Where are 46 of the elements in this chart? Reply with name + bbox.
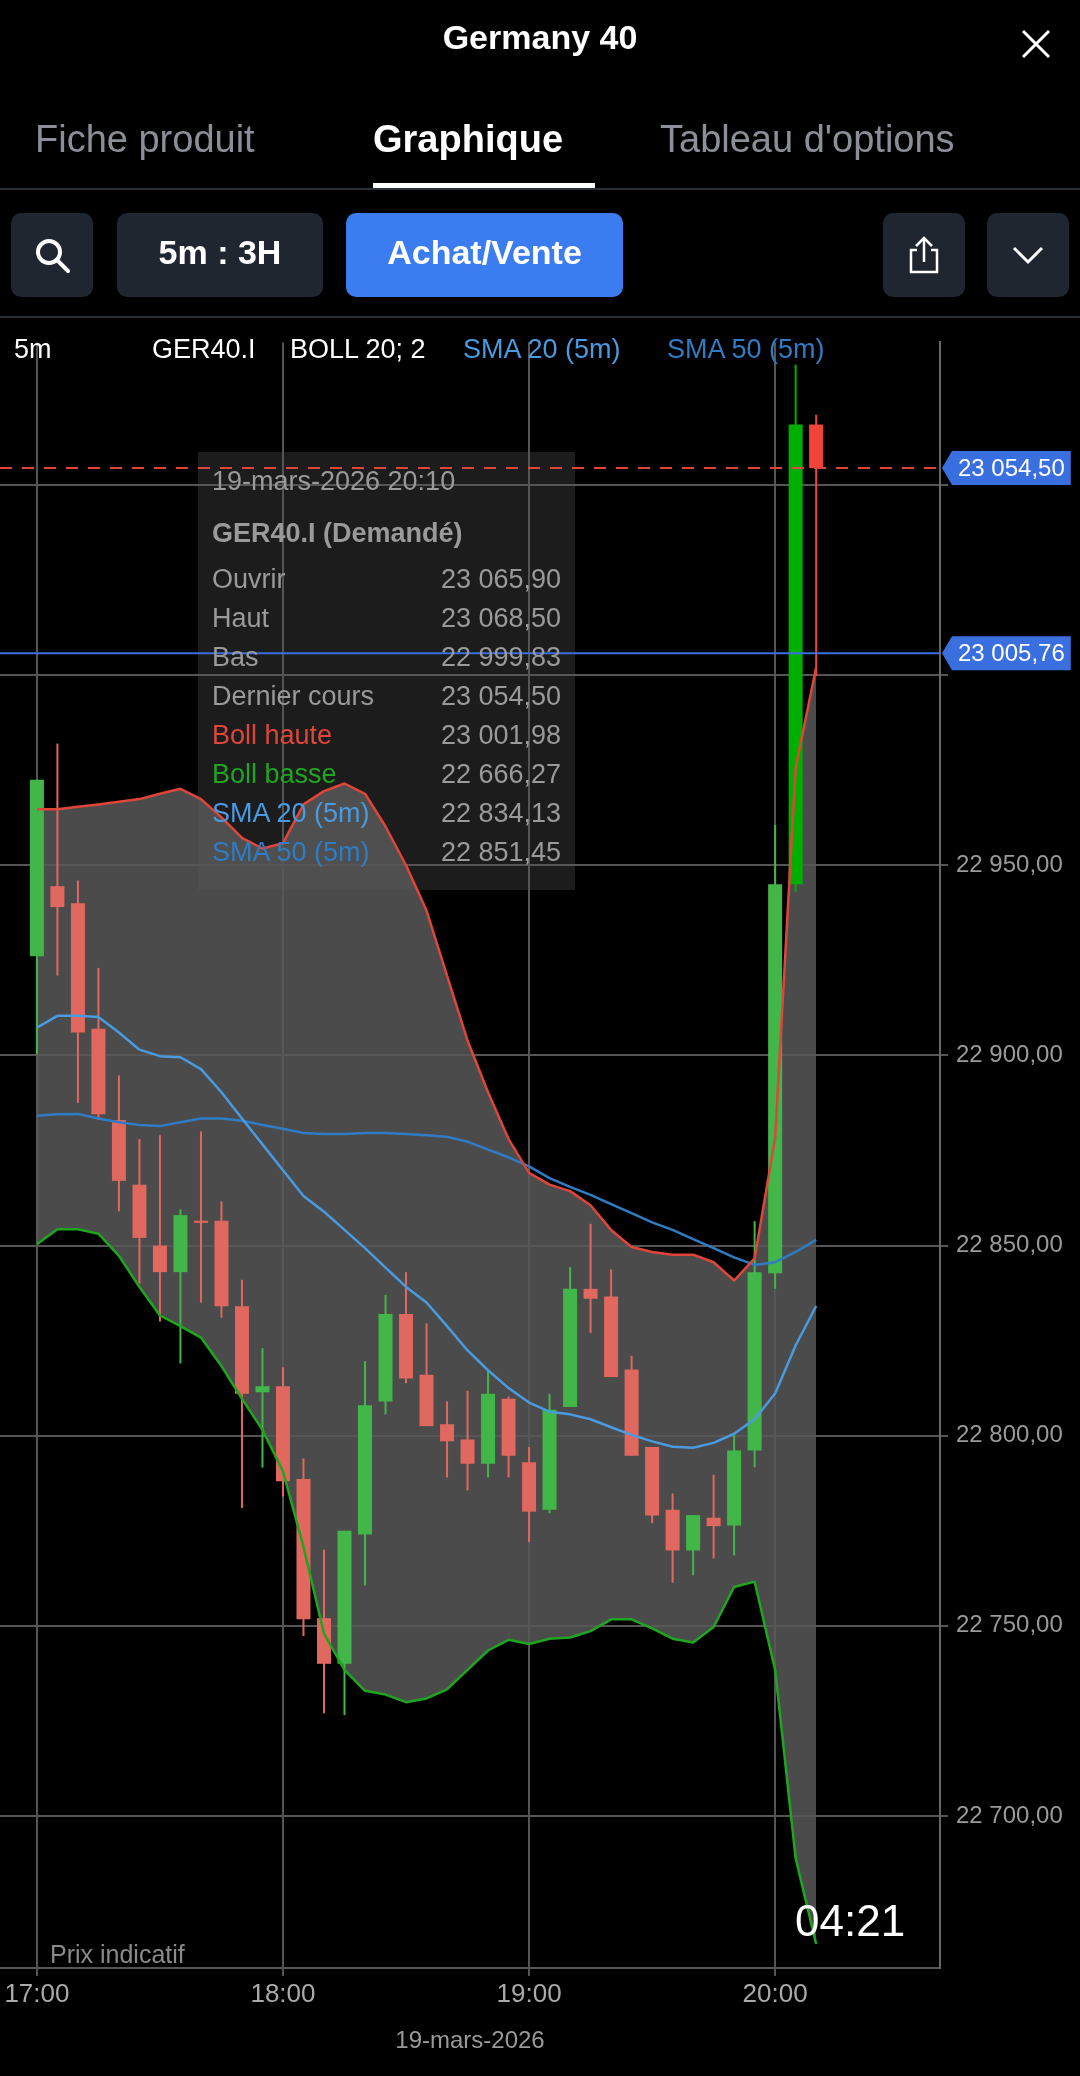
annotation: 23 065,90 — [440, 564, 561, 595]
annotation: 23 068,50 — [440, 603, 561, 634]
annotation: GER40.I (Demandé) — [212, 518, 463, 549]
annotation: GER40.I — [152, 334, 256, 365]
annotation: Ouvrir — [212, 564, 286, 595]
text: Fiche produit — [35, 118, 255, 161]
candlestick — [50, 742, 65, 977]
annotation: BOLL 20; 2 — [290, 334, 426, 365]
annotation: 23 001,98 — [440, 720, 561, 751]
annotation: 22 666,27 — [440, 759, 561, 790]
y-tick-label: 22 750,00 — [956, 1610, 1063, 1638]
candlestick — [193, 1130, 208, 1304]
x-tick-label: 18:00 — [250, 1977, 316, 2008]
candlestick — [440, 1400, 455, 1479]
candlestick — [583, 1222, 598, 1334]
candlestick — [706, 1473, 721, 1560]
text: Achat/Vente — [386, 233, 583, 272]
annotation: Dernier cours — [212, 681, 375, 712]
text: 5m : 3H — [157, 233, 283, 272]
x-tick-label: 19:00 — [496, 1977, 562, 2008]
text: Tableau d'options — [660, 118, 955, 161]
annotation: SMA 50 (5m) — [667, 334, 825, 365]
text: Boll basse — [212, 759, 337, 790]
x-axis-title: 19-mars-2026 — [395, 2026, 545, 2054]
y-tick-label: 22 850,00 — [956, 1230, 1063, 1258]
y-tick-label: 22 950,00 — [956, 849, 1063, 877]
annotation: 19-mars-2026 20:10 — [212, 466, 456, 497]
annotation: 23 054,50 — [440, 681, 561, 712]
series-label: Boll haute — [212, 720, 333, 751]
y-tick-label: 22 800,00 — [956, 1420, 1063, 1448]
y-tick-label: 22 700,00 — [956, 1800, 1063, 1828]
annotation: 22 834,13 — [440, 798, 561, 829]
candlestick — [255, 1347, 270, 1469]
ref-line-label: 23 054,50 — [958, 453, 1065, 481]
x-tick-label: 20:00 — [742, 1977, 808, 2008]
ref-line-label: 23 005,76 — [958, 638, 1065, 666]
text: SMA 50 (5m) — [212, 837, 370, 868]
x-tick-label: 17:00 — [4, 1977, 70, 2008]
annotation: Haut — [212, 603, 270, 634]
chart-title: Germany 40 — [441, 18, 639, 57]
y-tick-label: 22 900,00 — [956, 1040, 1063, 1068]
text: Graphique — [373, 118, 564, 161]
annotation: 5m — [14, 334, 52, 365]
annotation: Prix indicatif — [50, 1940, 185, 1969]
annotation: SMA 20 (5m) — [463, 334, 621, 365]
annotation: 22 851,45 — [440, 837, 561, 868]
